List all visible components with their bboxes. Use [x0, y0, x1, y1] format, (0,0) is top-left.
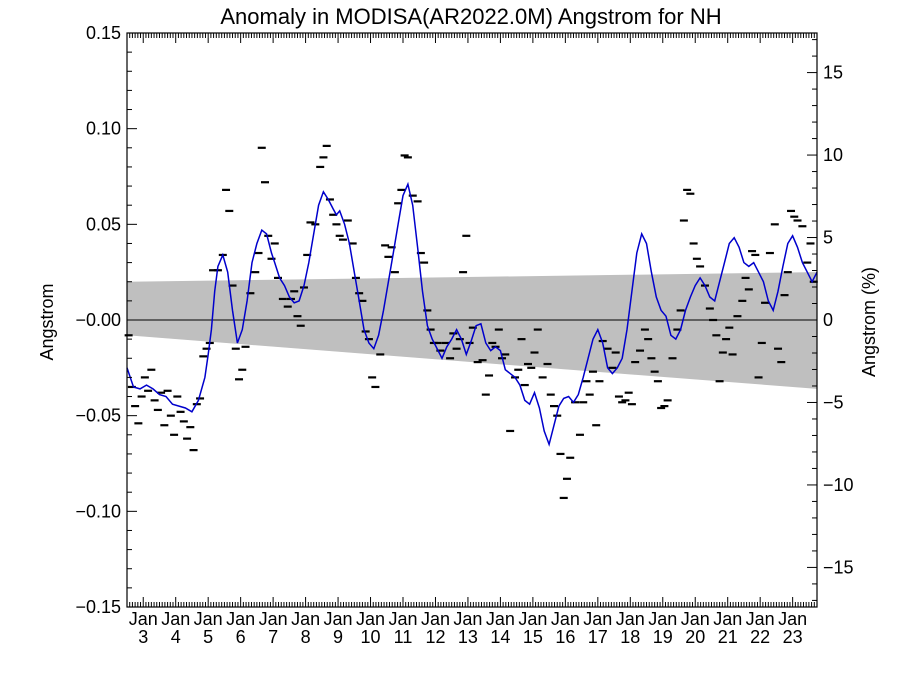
x-tick-year-label: 15 [523, 627, 543, 647]
x-tick-year-label: 21 [718, 627, 738, 647]
axis-ticks [126, 32, 818, 608]
x-tick-month-label: Jan [583, 609, 612, 629]
x-tick-year-label: 9 [333, 627, 343, 647]
x-tick-month-label: Jan [486, 609, 515, 629]
x-tick-month-label: Jan [324, 609, 353, 629]
x-tick-month-label: Jan [129, 609, 158, 629]
right-y-tick-label: 0 [823, 310, 833, 330]
y-axis-title-right: Angstrom (%) [859, 267, 879, 377]
x-tick-month-label: Jan [778, 609, 807, 629]
smoothed-anomaly-line [126, 181, 818, 447]
y-tick-label: −0.10 [75, 501, 121, 521]
x-tick-year-label: 3 [138, 627, 148, 647]
x-tick-month-label: Jan [453, 609, 482, 629]
x-tick-year-label: 14 [490, 627, 510, 647]
right-y-tick-label: −5 [823, 392, 844, 412]
x-tick-year-label: 22 [750, 627, 770, 647]
x-tick-year-label: 11 [394, 627, 413, 647]
x-axis-labels: Jan3Jan4Jan5Jan6Jan7Jan8Jan9Jan10Jan11Ja… [129, 609, 807, 647]
x-tick-year-label: 18 [620, 627, 640, 647]
x-tick-year-label: 17 [588, 627, 608, 647]
y-tick-label: −0.05 [75, 406, 121, 426]
y-axis-title-left: Angstrom [37, 283, 57, 360]
x-tick-month-label: Jan [746, 609, 775, 629]
x-tick-year-label: 7 [268, 627, 278, 647]
y-tick-label: −0.00 [75, 310, 121, 330]
right-y-tick-label: 5 [823, 228, 833, 248]
x-tick-year-label: 6 [236, 627, 246, 647]
x-tick-month-label: Jan [356, 609, 385, 629]
y-tick-label: −0.15 [75, 597, 121, 617]
x-tick-month-label: Jan [518, 609, 547, 629]
x-tick-year-label: 19 [653, 627, 673, 647]
x-tick-year-label: 5 [203, 627, 213, 647]
right-y-axis-labels: 15 10 5 0 −5 −10 −15 [823, 63, 854, 578]
x-tick-month-label: Jan [648, 609, 677, 629]
chart-title: Anomaly in MODISA(AR2022.0M) Angstrom fo… [220, 4, 721, 29]
x-tick-year-label: 8 [301, 627, 311, 647]
x-tick-month-label: Jan [194, 609, 223, 629]
x-tick-month-label: Jan [421, 609, 450, 629]
x-tick-year-label: 13 [458, 627, 478, 647]
right-y-tick-label: 15 [823, 63, 843, 83]
x-tick-year-label: 20 [685, 627, 705, 647]
x-tick-month-label: Jan [291, 609, 320, 629]
x-tick-month-label: Jan [259, 609, 288, 629]
x-tick-year-label: 23 [783, 627, 803, 647]
x-tick-year-label: 10 [361, 627, 381, 647]
right-y-tick-label: −15 [823, 557, 854, 577]
x-tick-month-label: Jan [388, 609, 417, 629]
x-tick-year-label: 16 [555, 627, 575, 647]
x-tick-year-label: 4 [171, 627, 181, 647]
left-y-axis-labels: 0.15 0.10 0.05 −0.00 −0.05 −0.10 −0.15 [75, 23, 121, 617]
y-tick-label: 0.05 [86, 214, 121, 234]
right-y-tick-label: 10 [823, 145, 843, 165]
x-tick-month-label: Jan [616, 609, 645, 629]
y-tick-label: 0.15 [86, 23, 121, 43]
x-tick-month-label: Jan [161, 609, 190, 629]
x-tick-year-label: 12 [425, 627, 445, 647]
y-tick-label: 0.10 [86, 119, 121, 139]
x-tick-month-label: Jan [681, 609, 710, 629]
x-tick-month-label: Jan [551, 609, 580, 629]
right-y-tick-label: −10 [823, 475, 854, 495]
x-tick-month-label: Jan [713, 609, 742, 629]
x-tick-month-label: Jan [226, 609, 255, 629]
